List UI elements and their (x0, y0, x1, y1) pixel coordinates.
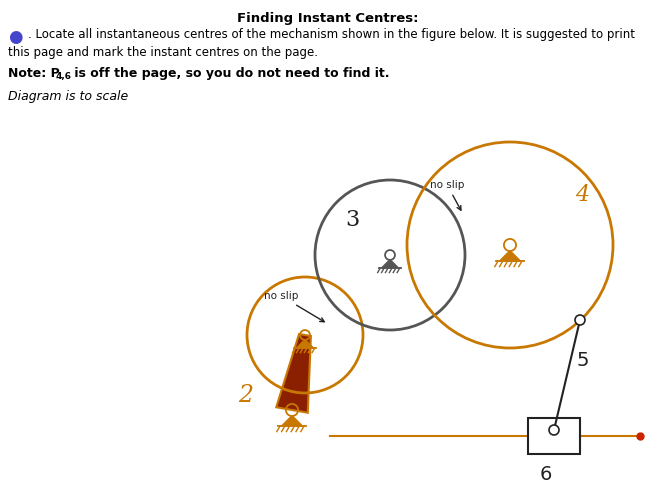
Circle shape (575, 315, 585, 325)
Text: ●: ● (8, 28, 22, 46)
Text: 6: 6 (540, 465, 552, 485)
Text: no slip: no slip (430, 180, 464, 210)
Polygon shape (500, 250, 520, 261)
Text: 5: 5 (576, 350, 588, 369)
Text: . Locate all instantaneous centres of the mechanism shown in the figure below. I: . Locate all instantaneous centres of th… (28, 28, 635, 41)
Text: this page and mark the instant centres on the page.: this page and mark the instant centres o… (8, 46, 318, 59)
Circle shape (549, 425, 559, 435)
Text: Note: P: Note: P (8, 67, 60, 80)
Text: 3: 3 (345, 209, 359, 231)
Polygon shape (281, 416, 302, 426)
Text: 4: 4 (575, 184, 589, 206)
Text: is off the page, so you do not need to find it.: is off the page, so you do not need to f… (70, 67, 390, 80)
Text: Finding Instant Centres:: Finding Instant Centres: (237, 12, 419, 25)
Text: Diagram is to scale: Diagram is to scale (8, 90, 129, 103)
Polygon shape (297, 340, 314, 348)
Text: no slip: no slip (264, 291, 324, 322)
Text: 2: 2 (238, 384, 253, 406)
Text: 4,6: 4,6 (56, 72, 72, 81)
Polygon shape (382, 259, 398, 268)
Bar (528, 418, 580, 454)
Polygon shape (276, 334, 311, 413)
